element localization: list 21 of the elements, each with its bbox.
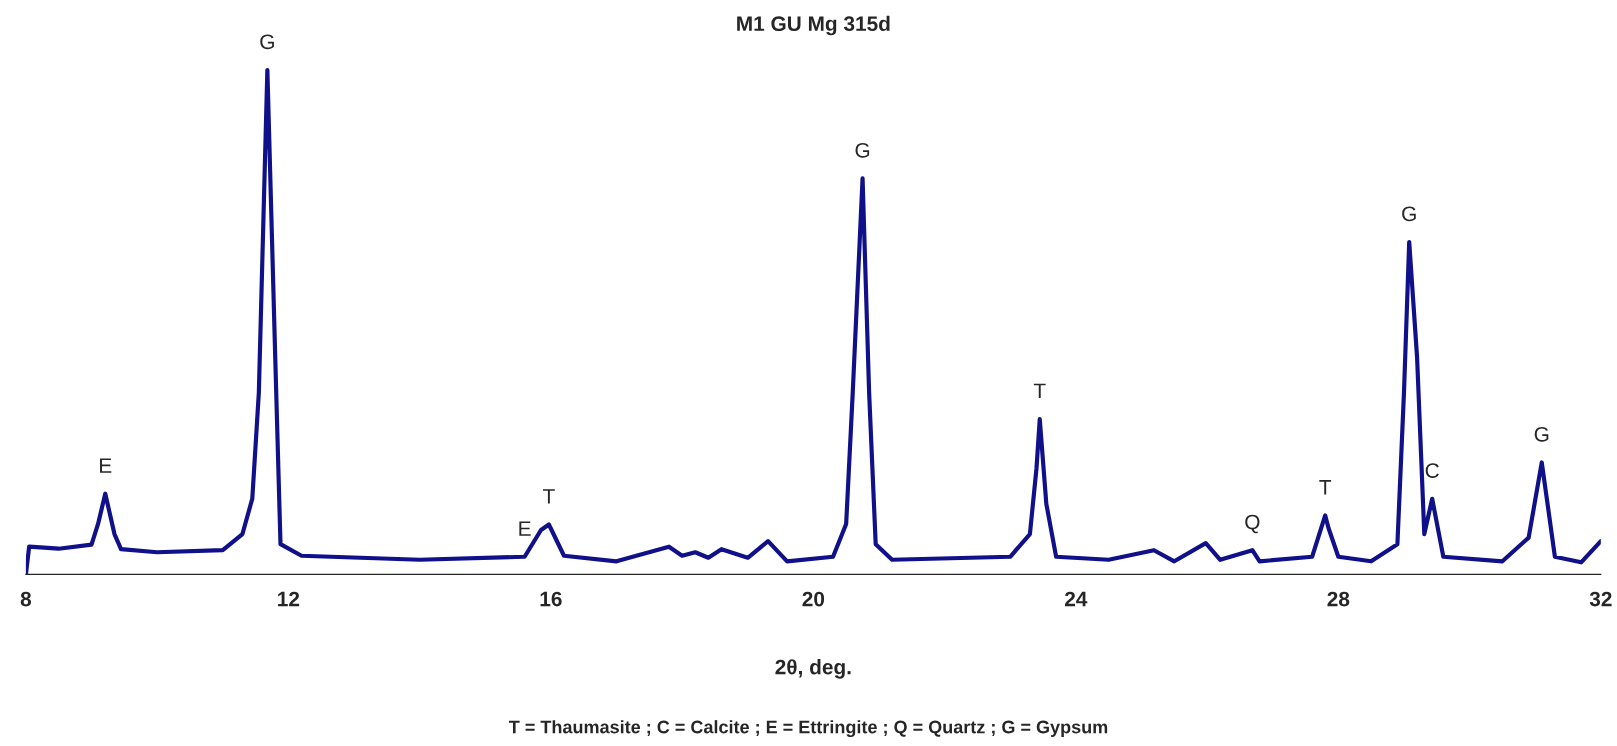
x-axis-title: 2θ, deg. — [775, 659, 851, 679]
annotation: E — [519, 521, 531, 536]
annotation: T — [543, 489, 555, 504]
annotation: Q — [1245, 514, 1260, 534]
annotation: C — [1425, 463, 1439, 478]
annotation: G — [1402, 206, 1416, 222]
x-tick-label: 12 — [278, 591, 300, 607]
annotation: G — [1534, 426, 1549, 442]
text: T = Thaumasite ; C = Calcite ; E = Ettringite ; Q = Quartz ; G = Gypsum — [508, 720, 1108, 738]
annotation: G — [260, 34, 274, 50]
annotation: T — [1319, 480, 1332, 495]
x-tick-label: 24 — [1064, 591, 1088, 607]
x-tick-label: 16 — [540, 591, 562, 607]
x-tick-label: 8 — [20, 591, 32, 607]
chart-title: M1 GU Mg 315d — [737, 15, 890, 36]
x-tick-label: 20 — [802, 591, 825, 607]
x-tick-label: 28 — [1327, 591, 1350, 607]
x-tick-label: 32 — [1589, 591, 1612, 607]
annotation: G — [855, 142, 870, 158]
annotation: T — [1033, 383, 1046, 399]
annotation: E — [100, 458, 112, 473]
